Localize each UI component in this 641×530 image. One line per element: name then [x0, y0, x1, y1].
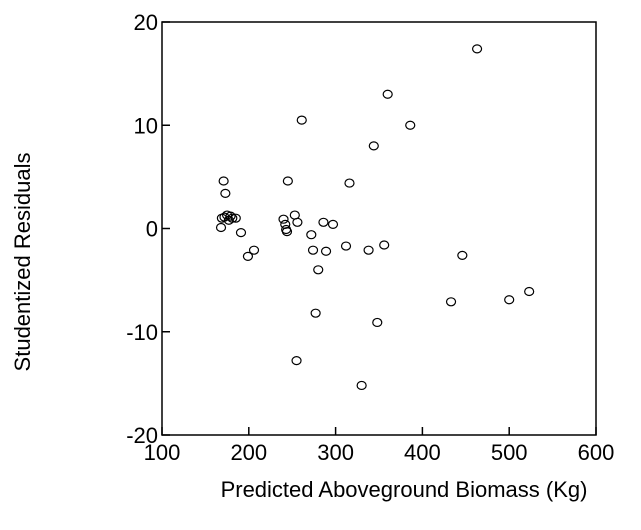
- x-tick-label: 500: [491, 440, 528, 465]
- data-point: [230, 213, 241, 223]
- x-tick-label: 200: [230, 440, 267, 465]
- data-point: [379, 240, 390, 250]
- data-point: [313, 265, 324, 275]
- x-tick-label: 600: [578, 440, 615, 465]
- data-point: [471, 44, 483, 54]
- y-tick-label: -10: [126, 320, 158, 345]
- x-tick-label: 300: [317, 440, 354, 465]
- y-tick-label: 20: [134, 10, 158, 35]
- x-tick-label: 400: [404, 440, 441, 465]
- data-point: [368, 141, 379, 151]
- y-axis-label: Studentized Residuals: [10, 153, 35, 372]
- data-point: [363, 245, 374, 255]
- y-tick-label: 0: [146, 217, 158, 242]
- data-point: [215, 222, 227, 233]
- data-point: [291, 356, 302, 366]
- data-point: [382, 89, 393, 99]
- x-axis-label: Predicted Aboveground Biomass (Kg): [221, 477, 588, 502]
- data-point: [296, 115, 307, 125]
- data-points: [215, 44, 535, 391]
- data-point: [524, 286, 535, 297]
- data-point: [278, 214, 289, 224]
- data-point: [457, 250, 468, 260]
- data-point: [307, 245, 319, 255]
- data-point: [310, 308, 321, 318]
- data-point: [405, 120, 416, 130]
- y-tick-label: -20: [126, 423, 158, 448]
- data-point: [292, 217, 303, 227]
- data-point: [340, 241, 352, 251]
- data-point: [282, 176, 293, 186]
- data-point: [327, 219, 339, 229]
- data-point: [344, 178, 355, 188]
- data-point: [318, 217, 329, 227]
- data-point: [225, 211, 236, 221]
- data-point: [227, 213, 238, 223]
- plot-frame: [161, 21, 597, 436]
- data-point: [281, 226, 293, 237]
- y-tick-label: 10: [134, 113, 158, 138]
- data-point: [248, 245, 260, 255]
- x-tick-label: 100: [144, 440, 181, 465]
- data-point: [504, 295, 515, 305]
- data-point: [372, 317, 383, 328]
- data-point: [242, 251, 254, 261]
- data-point: [218, 176, 229, 186]
- data-point: [220, 188, 231, 198]
- data-point: [356, 380, 367, 391]
- data-point: [445, 297, 457, 307]
- data-point: [235, 228, 247, 238]
- data-point: [320, 246, 332, 256]
- axis-ticks: 100 200 300 400 500 600 -20 -10 0 10 20: [126, 10, 614, 465]
- data-point: [306, 230, 317, 240]
